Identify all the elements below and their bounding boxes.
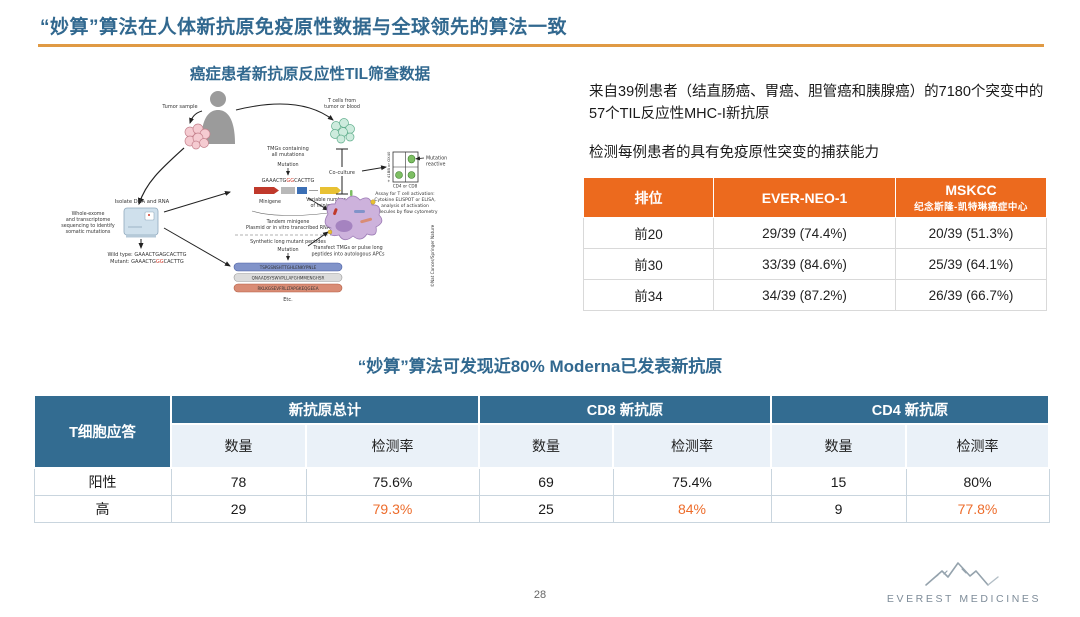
arrow-patient-to-tcells — [235, 103, 334, 121]
subheader-count: 数量 — [478, 423, 614, 469]
table-row: 前30 33/39 (84.6%) 25/39 (64.1%) — [583, 248, 1047, 280]
header-ever-neo-1: EVER-NEO-1 — [713, 177, 896, 218]
subheader-count: 数量 — [170, 423, 307, 469]
isolate-label: Isolate DNA and RNA — [115, 199, 170, 205]
arrow-minigene-to-apc — [307, 197, 329, 211]
flow-quadrant-plot — [392, 151, 419, 183]
assay-label: Assay for T cell activation: Cytokine EL… — [372, 191, 437, 215]
svg-text:Plasmid or in vitro transcribe: Plasmid or in vitro transcribed RNA — [246, 225, 331, 231]
title-underline — [38, 44, 1044, 47]
arrow-coculture-to-assay — [361, 165, 387, 172]
table-row-positive: 阳性 78 75.6% 69 75.4% 15 80% — [33, 467, 1050, 496]
tumor-sample-label: Tumor sample — [161, 104, 197, 110]
page-number: 28 — [533, 589, 547, 601]
mutant-seq: Mutant: GAAACTGGGCACTTG — [110, 259, 184, 265]
diagram-title: 癌症患者新抗原反应性TIL筛查数据 — [189, 66, 431, 83]
svg-text:sequencing to identify: sequencing to identify — [61, 223, 115, 229]
svg-text:RKLKGSEVFRLLTAPGKEQGEEA: RKLKGSEVFRLLTAPGKEQGEEA — [257, 286, 318, 291]
moderna-subheader-row: 数量 检测率 数量 检测率 数量 检测率 — [34, 423, 1051, 469]
svg-text:molecules by flow cytometry: molecules by flow cytometry — [372, 209, 437, 215]
right-text-block: 来自39例患者（结直肠癌、胃癌、胆管癌和胰腺癌）的7180个突变中的57个TIL… — [589, 82, 1051, 164]
arrow-peptide-to-apc — [307, 231, 329, 247]
table-row: 前20 29/39 (74.4%) 20/39 (51.3%) — [583, 217, 1047, 249]
ranking-table-header-row: 排位 EVER-NEO-1 MSKCC 纪念斯隆-凯特琳癌症中心 — [583, 177, 1047, 218]
svg-text:tumor or blood: tumor or blood — [324, 104, 360, 110]
header-mskcc: MSKCC 纪念斯隆-凯特琳癌症中心 — [895, 177, 1047, 218]
mountain-icon — [925, 562, 999, 586]
slide-title: “妙算”算法在人体新抗原免疫原性数据与全球领先的算法一致 — [40, 17, 568, 38]
svg-text:Assay for T cell activation:: Assay for T cell activation: — [375, 191, 434, 197]
etc-label: Etc. — [283, 297, 293, 303]
ranking-table: 排位 EVER-NEO-1 MSKCC 纪念斯隆-凯特琳癌症中心 前20 29/3… — [583, 177, 1047, 311]
paragraph-detection: 检测每例患者的具有免疫原性突变的捕获能力 — [589, 144, 879, 161]
svg-text:all mutations: all mutations — [272, 152, 305, 158]
tandem-label: Tandem minigene — [266, 219, 310, 225]
moderna-table-title: “妙算”算法可发现近80% Moderna已发表新抗原 — [357, 357, 723, 376]
tcells-label: T cells from — [327, 98, 356, 104]
arrow-tumor-to-sequencer — [137, 147, 185, 206]
header-t-cell-response: T细胞应答 — [33, 394, 172, 469]
mutation-reactive-label: Mutation — [426, 156, 447, 162]
minigene-label: Minigene — [259, 199, 281, 205]
svg-text:TSPGSNSHTTGHLENKYPNLE: TSPGSNSHTTGHLENKYPNLE — [259, 265, 317, 270]
til-screening-diagram-svg: Tumor sample Isolate DNA and RNA — [61, 91, 447, 303]
flow-x-label: CD4 or CD8 — [393, 184, 418, 189]
til-screening-diagram: Tumor sample Isolate DNA and RNA — [30, 86, 585, 342]
coculture-label: Co-culture — [329, 170, 355, 176]
subheader-rate: 检测率 — [611, 423, 773, 469]
moderna-table: T细胞应答 新抗原总计 CD8 新抗原 CD4 新抗原 数量 检测率 数量 检测… — [33, 394, 1051, 523]
table-row: 前34 34/39 (87.2%) 26/39 (66.7%) — [583, 279, 1047, 311]
moderna-group-header-row: T细胞应答 新抗原总计 CD8 新抗原 CD4 新抗原 — [33, 394, 1051, 469]
mutation-label: Mutation — [277, 162, 298, 168]
figure-credit: ©Nat Cancer/Springer Nature — [430, 224, 435, 287]
flow-y-label: + 41BB or OX40 — [386, 151, 391, 182]
peptide-bars: TSPGSNSHTTGHLENKYPNLE QNAADSYSWVPLLAFGHM… — [233, 262, 343, 293]
arrow-to-peptides — [163, 227, 231, 267]
apc-cell-icon — [324, 190, 383, 241]
tmg-label: TMGs containing — [266, 146, 309, 152]
wildtype-seq: Wild type: GAAACTGAGCACTTG — [108, 252, 187, 258]
table-row-high: 高 29 79.3% 25 84% 9 77.8% — [33, 495, 1050, 523]
arrow-to-minigene — [163, 191, 231, 213]
svg-text:peptides into autologous APCs: peptides into autologous APCs — [311, 252, 385, 258]
svg-text:reactive: reactive — [426, 162, 445, 168]
paragraph-patients: 来自39例患者（结直肠癌、胃癌、胆管癌和胰腺癌）的7180个突变中的57个TIL… — [589, 84, 1044, 122]
transfect-label: Transfect TMGs or pulse long — [312, 245, 382, 251]
mutation2-label: Mutation — [277, 247, 298, 253]
svg-text:analysis of activation: analysis of activation — [381, 203, 429, 209]
svg-text:QNAADSYSWVPLLAFGHMMENGHSR: QNAADSYSWVPLLAFGHMMENGHSR — [252, 275, 325, 280]
subheader-count: 数量 — [770, 423, 908, 469]
synthetic-label: Synthetic long mutant peptides — [250, 239, 326, 245]
tumor-sample-icon — [184, 123, 211, 150]
header-mskcc-subtitle: 纪念斯隆-凯特琳癌症中心 — [914, 202, 1028, 213]
arrow-reactive — [415, 156, 425, 161]
tmg-seq: GAAACTGGGCACTTG — [262, 178, 315, 184]
logo-wordmark: EVEREST MEDICINES — [886, 593, 1042, 605]
subheader-rate: 检测率 — [905, 423, 1051, 469]
svg-text:and transcriptome: and transcriptome — [66, 217, 110, 223]
wes-label: Whole-exome and transcriptome sequencing… — [61, 211, 115, 235]
everest-medicines-logo: EVEREST MEDICINES — [884, 561, 1044, 605]
svg-text:Whole-exome: Whole-exome — [72, 211, 105, 217]
minigene-bar — [254, 187, 341, 194]
tcell-cluster-icon — [330, 118, 355, 144]
arrow-patient-to-tumor — [189, 110, 203, 124]
group-total-neoantigens: 新抗原总计 — [170, 394, 480, 425]
sequencer-icon — [123, 207, 159, 238]
svg-text:somatic mutations: somatic mutations — [66, 229, 111, 235]
coculture-label-bg — [324, 167, 360, 176]
group-cd4-neoantigens: CD4 新抗原 — [770, 394, 1051, 425]
header-rank: 排位 — [583, 177, 714, 218]
group-cd8-neoantigens: CD8 新抗原 — [477, 394, 773, 425]
subheader-rate: 检测率 — [305, 423, 480, 469]
varnum-label: Variable number — [306, 197, 346, 203]
svg-text:Cytokine ELISPOT or ELISA,: Cytokine ELISPOT or ELISA, — [374, 197, 435, 203]
